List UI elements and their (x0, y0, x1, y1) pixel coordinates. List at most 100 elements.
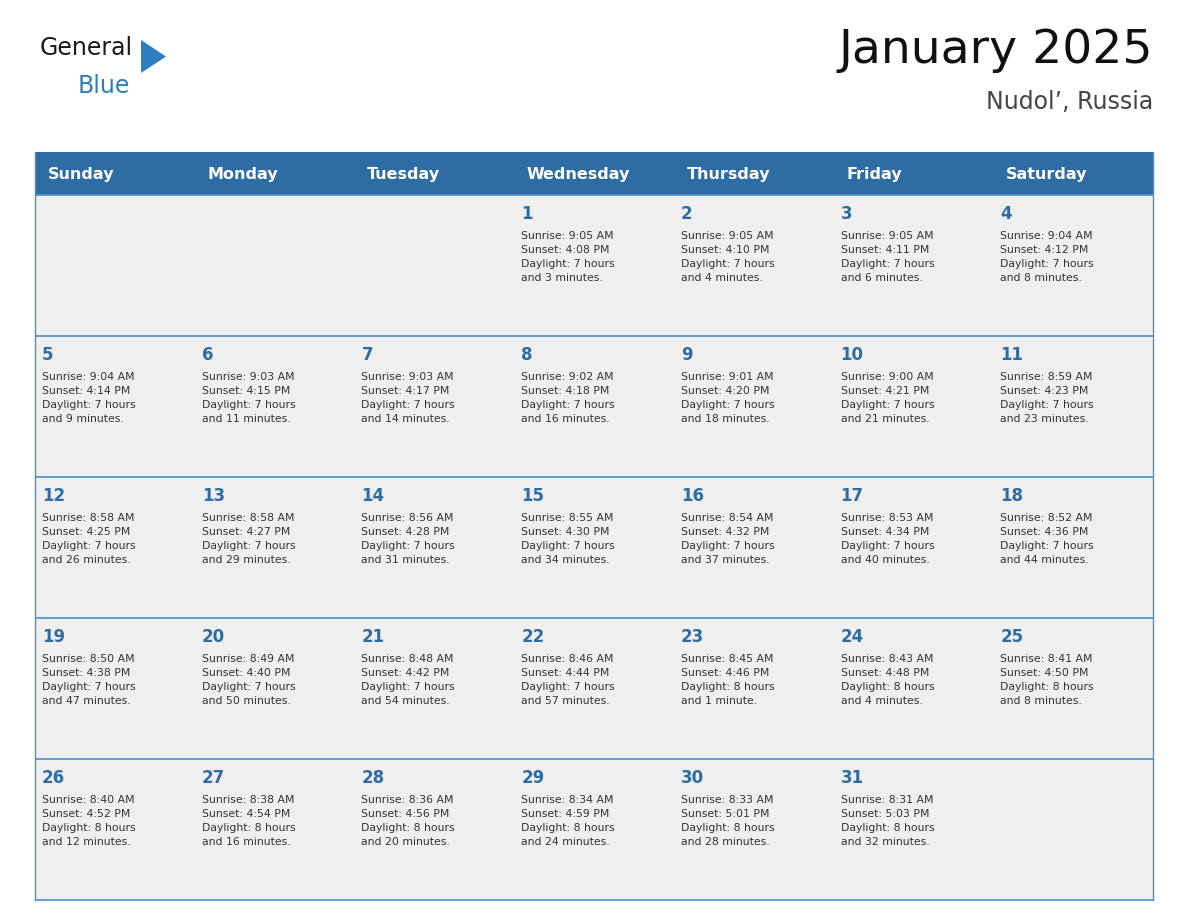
Text: Sunrise: 8:58 AM
Sunset: 4:25 PM
Daylight: 7 hours
and 26 minutes.: Sunrise: 8:58 AM Sunset: 4:25 PM Dayligh… (42, 513, 135, 565)
Text: 17: 17 (841, 487, 864, 505)
Text: 6: 6 (202, 346, 213, 364)
Bar (195, 759, 354, 900)
Text: Sunrise: 9:04 AM
Sunset: 4:12 PM
Daylight: 7 hours
and 8 minutes.: Sunrise: 9:04 AM Sunset: 4:12 PM Dayligh… (1000, 231, 1094, 283)
Bar (514, 477, 674, 618)
Bar (993, 336, 1154, 477)
Bar (195, 195, 354, 336)
Text: Tuesday: Tuesday (367, 166, 441, 182)
Text: 27: 27 (202, 769, 225, 787)
Text: Sunrise: 9:03 AM
Sunset: 4:17 PM
Daylight: 7 hours
and 14 minutes.: Sunrise: 9:03 AM Sunset: 4:17 PM Dayligh… (361, 372, 455, 424)
Bar (195, 477, 354, 618)
Bar (993, 759, 1154, 900)
Text: 5: 5 (42, 346, 53, 364)
Text: 3: 3 (841, 205, 852, 223)
Bar (834, 618, 993, 759)
Text: Sunrise: 8:46 AM
Sunset: 4:44 PM
Daylight: 7 hours
and 57 minutes.: Sunrise: 8:46 AM Sunset: 4:44 PM Dayligh… (522, 654, 614, 706)
Text: Sunrise: 9:05 AM
Sunset: 4:08 PM
Daylight: 7 hours
and 3 minutes.: Sunrise: 9:05 AM Sunset: 4:08 PM Dayligh… (522, 231, 614, 283)
Text: Wednesday: Wednesday (527, 166, 631, 182)
Bar (834, 759, 993, 900)
Text: Friday: Friday (846, 166, 902, 182)
Bar (514, 336, 674, 477)
Text: 19: 19 (42, 628, 65, 646)
Bar (993, 195, 1154, 336)
Text: 29: 29 (522, 769, 544, 787)
Bar (834, 477, 993, 618)
Text: Sunrise: 9:05 AM
Sunset: 4:10 PM
Daylight: 7 hours
and 4 minutes.: Sunrise: 9:05 AM Sunset: 4:10 PM Dayligh… (681, 231, 775, 283)
Text: 23: 23 (681, 628, 704, 646)
Text: Sunrise: 8:45 AM
Sunset: 4:46 PM
Daylight: 8 hours
and 1 minute.: Sunrise: 8:45 AM Sunset: 4:46 PM Dayligh… (681, 654, 775, 706)
Text: 26: 26 (42, 769, 65, 787)
Bar (993, 618, 1154, 759)
Text: 1: 1 (522, 205, 532, 223)
Bar (674, 477, 834, 618)
Bar (354, 477, 514, 618)
Text: Monday: Monday (208, 166, 278, 182)
Text: Sunrise: 8:43 AM
Sunset: 4:48 PM
Daylight: 8 hours
and 4 minutes.: Sunrise: 8:43 AM Sunset: 4:48 PM Dayligh… (841, 654, 934, 706)
Bar (514, 759, 674, 900)
Text: 9: 9 (681, 346, 693, 364)
Text: 15: 15 (522, 487, 544, 505)
Text: Sunrise: 8:52 AM
Sunset: 4:36 PM
Daylight: 7 hours
and 44 minutes.: Sunrise: 8:52 AM Sunset: 4:36 PM Dayligh… (1000, 513, 1094, 565)
Bar (514, 195, 674, 336)
Text: 31: 31 (841, 769, 864, 787)
Text: 11: 11 (1000, 346, 1023, 364)
Text: 21: 21 (361, 628, 385, 646)
Text: 28: 28 (361, 769, 385, 787)
Bar (354, 336, 514, 477)
Text: 25: 25 (1000, 628, 1023, 646)
Text: Sunrise: 9:02 AM
Sunset: 4:18 PM
Daylight: 7 hours
and 16 minutes.: Sunrise: 9:02 AM Sunset: 4:18 PM Dayligh… (522, 372, 614, 424)
Text: Sunrise: 8:59 AM
Sunset: 4:23 PM
Daylight: 7 hours
and 23 minutes.: Sunrise: 8:59 AM Sunset: 4:23 PM Dayligh… (1000, 372, 1094, 424)
Bar (195, 336, 354, 477)
Bar (34, 153, 1154, 195)
Text: Sunrise: 8:54 AM
Sunset: 4:32 PM
Daylight: 7 hours
and 37 minutes.: Sunrise: 8:54 AM Sunset: 4:32 PM Dayligh… (681, 513, 775, 565)
Bar (993, 477, 1154, 618)
Text: Sunrise: 8:55 AM
Sunset: 4:30 PM
Daylight: 7 hours
and 34 minutes.: Sunrise: 8:55 AM Sunset: 4:30 PM Dayligh… (522, 513, 614, 565)
Text: Blue: Blue (78, 74, 131, 98)
Text: Sunday: Sunday (48, 166, 114, 182)
Bar (34, 759, 195, 900)
Text: 7: 7 (361, 346, 373, 364)
Bar (674, 618, 834, 759)
Text: 18: 18 (1000, 487, 1023, 505)
Bar (34, 477, 195, 618)
Bar (195, 618, 354, 759)
Bar (34, 195, 195, 336)
Bar (354, 195, 514, 336)
Text: Saturday: Saturday (1006, 166, 1087, 182)
Text: Sunrise: 8:41 AM
Sunset: 4:50 PM
Daylight: 8 hours
and 8 minutes.: Sunrise: 8:41 AM Sunset: 4:50 PM Dayligh… (1000, 654, 1094, 706)
Text: Sunrise: 8:53 AM
Sunset: 4:34 PM
Daylight: 7 hours
and 40 minutes.: Sunrise: 8:53 AM Sunset: 4:34 PM Dayligh… (841, 513, 934, 565)
Text: 16: 16 (681, 487, 703, 505)
Bar (34, 618, 195, 759)
Text: 2: 2 (681, 205, 693, 223)
Text: Sunrise: 8:50 AM
Sunset: 4:38 PM
Daylight: 7 hours
and 47 minutes.: Sunrise: 8:50 AM Sunset: 4:38 PM Dayligh… (42, 654, 135, 706)
Text: Thursday: Thursday (687, 166, 770, 182)
Bar (354, 618, 514, 759)
Text: Sunrise: 9:04 AM
Sunset: 4:14 PM
Daylight: 7 hours
and 9 minutes.: Sunrise: 9:04 AM Sunset: 4:14 PM Dayligh… (42, 372, 135, 424)
Bar (674, 336, 834, 477)
Text: Sunrise: 9:03 AM
Sunset: 4:15 PM
Daylight: 7 hours
and 11 minutes.: Sunrise: 9:03 AM Sunset: 4:15 PM Dayligh… (202, 372, 296, 424)
Text: Sunrise: 9:00 AM
Sunset: 4:21 PM
Daylight: 7 hours
and 21 minutes.: Sunrise: 9:00 AM Sunset: 4:21 PM Dayligh… (841, 372, 934, 424)
Bar (34, 336, 195, 477)
Text: 12: 12 (42, 487, 65, 505)
Bar (514, 618, 674, 759)
Bar (834, 336, 993, 477)
Text: Sunrise: 8:38 AM
Sunset: 4:54 PM
Daylight: 8 hours
and 16 minutes.: Sunrise: 8:38 AM Sunset: 4:54 PM Dayligh… (202, 795, 296, 847)
Bar (354, 759, 514, 900)
Text: 22: 22 (522, 628, 544, 646)
Text: 14: 14 (361, 487, 385, 505)
Text: 4: 4 (1000, 205, 1012, 223)
Text: Sunrise: 8:40 AM
Sunset: 4:52 PM
Daylight: 8 hours
and 12 minutes.: Sunrise: 8:40 AM Sunset: 4:52 PM Dayligh… (42, 795, 135, 847)
Text: Sunrise: 8:34 AM
Sunset: 4:59 PM
Daylight: 8 hours
and 24 minutes.: Sunrise: 8:34 AM Sunset: 4:59 PM Dayligh… (522, 795, 614, 847)
Text: Sunrise: 8:36 AM
Sunset: 4:56 PM
Daylight: 8 hours
and 20 minutes.: Sunrise: 8:36 AM Sunset: 4:56 PM Dayligh… (361, 795, 455, 847)
Text: Sunrise: 8:48 AM
Sunset: 4:42 PM
Daylight: 7 hours
and 54 minutes.: Sunrise: 8:48 AM Sunset: 4:42 PM Dayligh… (361, 654, 455, 706)
Text: 24: 24 (841, 628, 864, 646)
Bar (674, 759, 834, 900)
Text: Sunrise: 8:31 AM
Sunset: 5:03 PM
Daylight: 8 hours
and 32 minutes.: Sunrise: 8:31 AM Sunset: 5:03 PM Dayligh… (841, 795, 934, 847)
Text: January 2025: January 2025 (839, 28, 1154, 73)
Text: Sunrise: 8:33 AM
Sunset: 5:01 PM
Daylight: 8 hours
and 28 minutes.: Sunrise: 8:33 AM Sunset: 5:01 PM Dayligh… (681, 795, 775, 847)
Text: General: General (40, 36, 133, 60)
Text: 13: 13 (202, 487, 225, 505)
Text: Sunrise: 8:56 AM
Sunset: 4:28 PM
Daylight: 7 hours
and 31 minutes.: Sunrise: 8:56 AM Sunset: 4:28 PM Dayligh… (361, 513, 455, 565)
Bar (834, 195, 993, 336)
Text: Sunrise: 8:49 AM
Sunset: 4:40 PM
Daylight: 7 hours
and 50 minutes.: Sunrise: 8:49 AM Sunset: 4:40 PM Dayligh… (202, 654, 296, 706)
